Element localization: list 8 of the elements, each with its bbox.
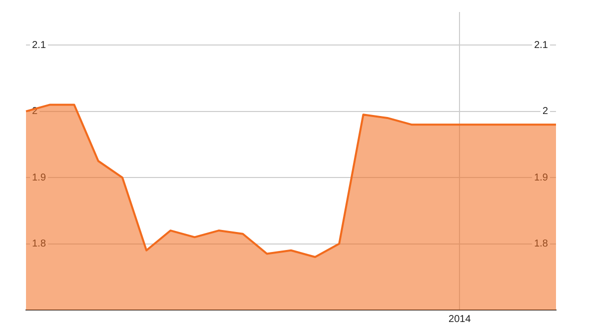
x-tick-label: 2014 bbox=[448, 314, 472, 325]
y-tick-label: 1.9 bbox=[32, 172, 46, 184]
y-tick-label: 1.8 bbox=[32, 238, 46, 250]
y-tick-label: 2.1 bbox=[32, 40, 46, 51]
y2-tick-label: 1.9 bbox=[534, 172, 548, 184]
y2-tick-label: 1.8 bbox=[534, 238, 548, 250]
y2-tick-label: 2.1 bbox=[534, 40, 548, 51]
y2-tick-label: 2 bbox=[542, 106, 548, 118]
